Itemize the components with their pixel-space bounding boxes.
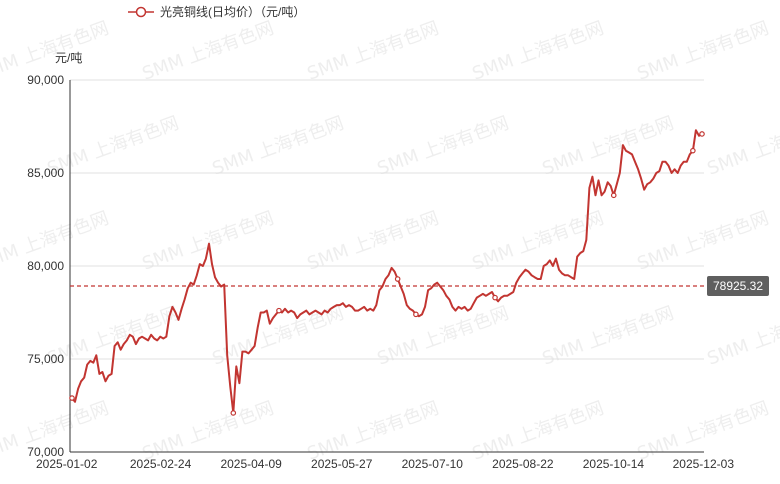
watermark-text: SMM 上海有色网 [705,303,780,370]
series-point[interactable] [690,147,696,154]
watermark-text: SMM 上海有色网 [305,208,442,275]
watermark-text: SMM 上海有色网 [375,303,512,370]
series-point[interactable] [610,192,617,199]
watermark-text: SMM 上海有色网 [470,398,607,465]
legend[interactable]: 光亮铜线(日均价）（元/吨） [128,4,305,19]
y-tick-label: 85,000 [27,166,64,180]
watermark-text: SMM 上海有色网 [140,398,277,465]
legend-label: 光亮铜线(日均价）（元/吨） [160,4,305,19]
watermark-text: SMM 上海有色网 [470,18,607,85]
watermark-text: SMM 上海有色网 [45,113,182,180]
y-tick-label: 75,000 [27,352,64,366]
x-tick-label: 2025-08-22 [492,457,554,471]
x-axis: 2025-01-02 2025-02-24 2025-04-09 2025-05-27… [36,451,735,471]
series-point[interactable] [394,276,401,282]
average-badge [707,275,769,296]
grid-lines [70,79,704,360]
y-axis-unit-label: 元/吨 [55,51,82,65]
average-line-group: 78925.32 [70,275,769,296]
y-tick-label: 80,000 [27,259,64,273]
watermark-text: SMM 上海有色网 [635,18,772,85]
watermark-text: SMM 上海有色网 [140,18,277,85]
series-line[interactable] [71,129,703,414]
y-tick-label: 70,000 [27,445,64,459]
watermark-text: SMM 上海有色网 [210,113,347,180]
series-point[interactable] [276,307,282,314]
watermark-text: SMM 上海有色网 [375,113,512,180]
legend-circle-marker [135,6,147,18]
series-point[interactable] [69,395,75,401]
series-point[interactable] [230,410,237,416]
series-group [69,129,705,416]
x-tick-label: 2025-05-27 [311,457,373,471]
watermark-text: SMM 上海有色网 [705,113,780,180]
watermark-text: SMM 上海有色网 [540,113,677,180]
x-tick-label: 2025-04-09 [220,457,282,471]
watermark-text: SMM 上海有色网 [305,398,442,465]
x-tick-label: 2025-07-10 [402,457,464,471]
series-point[interactable] [413,311,419,318]
series-point[interactable] [492,294,498,301]
y-axis: 70,000 75,000 80,000 85,000 90,000 [27,73,71,459]
y-tick-label: 90,000 [27,73,64,87]
x-tick-label: 2025-10-14 [583,457,645,471]
x-tick-label: 2025-01-02 [36,457,98,471]
watermark-text: SMM 上海有色网 [540,303,677,370]
average-value-label: 78925.32 [713,279,763,293]
watermark-layer: SMM 上海有色网 SMM 上海有色网 SMM 上海有色网 SMM 上海有色网 SMM … [0,18,780,465]
series-point[interactable] [699,131,705,137]
watermark-text: SMM 上海有色网 [635,398,772,465]
x-tick-label: 2025-12-03 [673,457,735,471]
watermark-text: SMM 上海有色网 [635,208,772,275]
watermark-text: SMM 上海有色网 [305,18,442,85]
x-tick-label: 2025-02-24 [130,457,192,471]
watermark-text: SMM 上海有色网 [140,208,277,275]
